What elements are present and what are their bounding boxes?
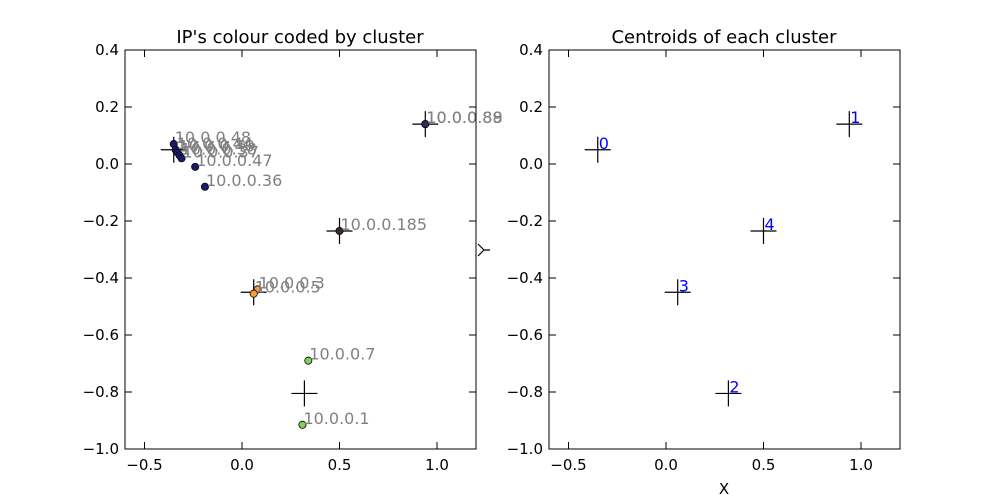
centroid-marker <box>291 380 318 407</box>
centroid-label: 1 <box>850 108 860 127</box>
ip-label: 10.0.0.1 <box>303 409 369 428</box>
chart-title-left: IP's colour coded by cluster <box>176 27 424 48</box>
ip-label: 10.0.0.36 <box>206 171 282 190</box>
data-point <box>200 182 209 191</box>
plot-frame-right <box>548 49 901 450</box>
centroid-marker <box>750 217 777 244</box>
ip-label: 10.0.0.48 <box>175 128 251 147</box>
data-point <box>191 162 200 171</box>
centroid-marker <box>715 380 742 407</box>
ip-label: 10.0.0.47 <box>196 151 272 170</box>
ip-label: 10.0.0.5 <box>255 278 321 297</box>
x-tick-label: 1.0 <box>849 456 873 474</box>
x-tick-label: −0.5 <box>126 456 162 474</box>
centroid-marker <box>664 279 691 306</box>
centroid-label: 4 <box>765 215 775 234</box>
ip-label: 10.0.0.3 <box>259 273 325 292</box>
ip-label: 10.0.0.38 <box>181 139 257 158</box>
y-tick-label: −0.8 <box>83 383 119 401</box>
ip-label: 10.0.0.88 <box>426 108 502 127</box>
y-tick-label: 0.0 <box>519 155 543 173</box>
data-point <box>421 120 430 129</box>
y-tick-label: 0.2 <box>95 98 119 116</box>
data-point <box>177 154 186 163</box>
x-tick-label: 0.5 <box>328 456 352 474</box>
y-tick-label: −0.6 <box>83 326 119 344</box>
panel-centroids: Centroids of each cluster 0 1 2 3 4 −0.5 0.0 0… <box>507 27 901 498</box>
data-point <box>298 420 307 429</box>
y-tick-label: −1.0 <box>83 440 119 458</box>
y-tick-label: 0.0 <box>95 155 119 173</box>
x-tick-label: 1.0 <box>425 456 449 474</box>
x-tick-label: −0.5 <box>550 456 586 474</box>
ip-label: 10.0.0.37 <box>183 142 259 161</box>
plot-frame-left <box>124 49 477 450</box>
x-tick-label: 0.5 <box>752 456 776 474</box>
y-tick-label: −0.8 <box>507 383 543 401</box>
panel-ip-clusters: IP's colour coded by cluster 10.0.0.4810… <box>83 27 503 474</box>
ip-label: 10.0.0.185 <box>341 215 428 234</box>
centroid-label: 3 <box>679 276 689 295</box>
ip-label: 10.0.0.7 <box>309 345 375 364</box>
y-tick-label: −0.2 <box>83 212 119 230</box>
centroid-label: 0 <box>599 134 609 153</box>
y-tick-label: −0.2 <box>507 212 543 230</box>
data-point <box>304 356 313 365</box>
ip-label: 10.0.0.44 <box>177 134 253 153</box>
y-tick-label: −0.4 <box>83 269 119 287</box>
data-point <box>335 226 344 235</box>
x-axis-label-right: X <box>719 480 729 498</box>
y-tick-label: 0.4 <box>95 41 119 59</box>
y-tick-label: 0.4 <box>519 41 543 59</box>
centroid-label: 2 <box>729 377 739 396</box>
y-tick-label: −0.6 <box>507 326 543 344</box>
x-tick-label: 0.0 <box>654 456 678 474</box>
chart-title-right: Centroids of each cluster <box>611 27 837 48</box>
y-tick-label: 0.2 <box>519 98 543 116</box>
centroid-marker <box>836 111 863 138</box>
y-tick-label: −1.0 <box>507 440 543 458</box>
y-tick-label: −0.4 <box>507 269 543 287</box>
ip-label: 10.0.0.89 <box>426 108 502 127</box>
centroid-marker <box>584 136 611 163</box>
ip-label: 10.0.0.40 <box>179 137 255 156</box>
x-tick-label: 0.0 <box>230 456 254 474</box>
data-point <box>249 289 258 298</box>
edge-marker <box>477 243 490 257</box>
